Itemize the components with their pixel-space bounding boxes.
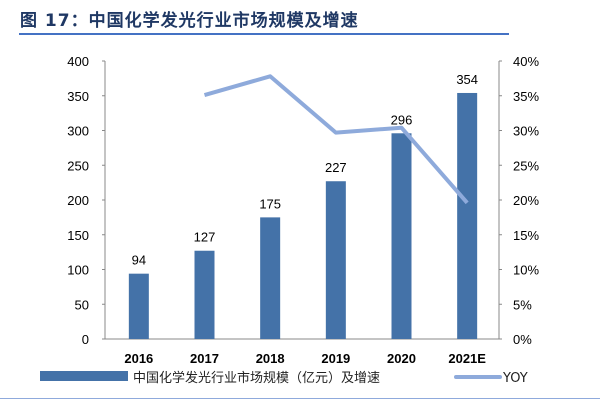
bar-data-label: 94 — [132, 253, 146, 268]
bar-2020 — [391, 133, 412, 339]
left-tick-label: 200 — [67, 193, 89, 208]
x-tick-label: 2018 — [256, 351, 285, 366]
right-tick-label: 25% — [513, 158, 539, 173]
left-tick-label: 350 — [67, 89, 89, 104]
left-tick-label: 250 — [67, 158, 89, 173]
bar-data-label: 127 — [194, 230, 216, 245]
bar-data-label: 354 — [456, 72, 478, 87]
left-tick-label: 300 — [67, 124, 89, 139]
right-tick-label: 5% — [513, 297, 532, 312]
right-tick-label: 40% — [513, 54, 539, 69]
legend-bar-swatch — [40, 371, 128, 381]
right-tick-label: 0% — [513, 332, 532, 347]
figure-title: 图 17：中国化学发光行业市场规模及增速 — [20, 11, 359, 31]
legend-line-label: YOY — [502, 371, 528, 386]
legend-bar-label: 中国化学发光行业市场规模（亿元）及增速 — [133, 370, 380, 386]
right-tick-label: 35% — [513, 89, 539, 104]
x-tick-label: 2020 — [387, 351, 416, 366]
x-tick-label: 2019 — [321, 351, 350, 366]
x-tick-label: 2016 — [124, 351, 153, 366]
bar-2016 — [128, 273, 149, 339]
bar-2018 — [260, 217, 281, 339]
left-tick-label: 0 — [82, 332, 89, 347]
right-tick-label: 15% — [513, 228, 539, 243]
left-tick-label: 150 — [67, 228, 89, 243]
bar-2021E — [457, 92, 478, 339]
x-tick-label: 2021E — [448, 351, 486, 366]
left-tick-label: 50 — [75, 297, 89, 312]
right-tick-label: 30% — [513, 124, 539, 139]
right-tick-label: 20% — [513, 193, 539, 208]
bar-data-label: 175 — [259, 196, 281, 211]
bar-data-label: 296 — [391, 112, 413, 127]
bottom-rule — [0, 398, 600, 399]
bar-2017 — [194, 250, 215, 339]
left-tick-label: 100 — [67, 263, 89, 278]
right-tick-label: 10% — [513, 263, 539, 278]
bar-2019 — [325, 181, 346, 339]
title-underline — [19, 33, 509, 35]
bar-data-label: 227 — [325, 160, 347, 175]
x-tick-label: 2017 — [190, 351, 219, 366]
left-tick-label: 400 — [67, 54, 89, 69]
